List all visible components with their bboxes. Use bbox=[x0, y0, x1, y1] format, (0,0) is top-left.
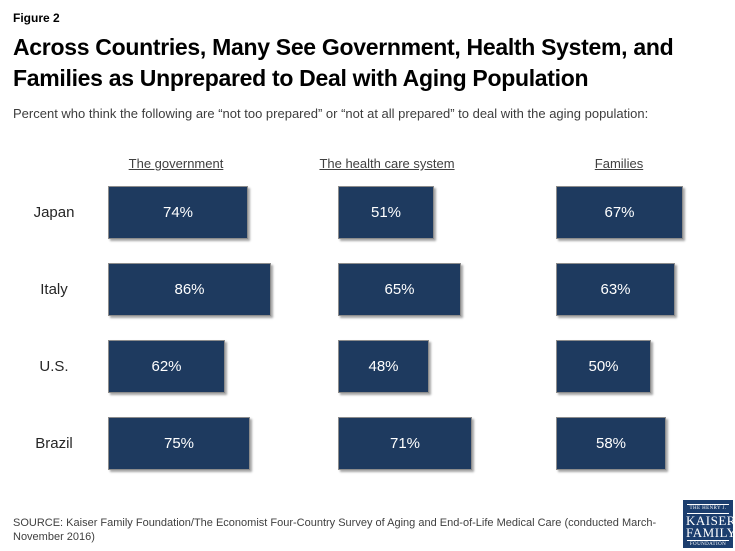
bar-value-label: 86% bbox=[174, 281, 205, 298]
bar-brazil-families: 58% bbox=[556, 417, 666, 470]
row-label-u-s: U.S. bbox=[39, 358, 69, 375]
source-note: SOURCE: Kaiser Family Foundation/The Eco… bbox=[13, 517, 657, 543]
bar-brazil-the-health-care-system: 71% bbox=[338, 417, 472, 470]
row-label-italy: Italy bbox=[40, 281, 68, 298]
bar-value-label: 74% bbox=[162, 204, 194, 221]
bar-japan-the-government: 74% bbox=[108, 186, 248, 239]
logo-line-3: FAMILY bbox=[686, 525, 735, 540]
page-title: Across Countries, Many See Government, H… bbox=[13, 32, 723, 94]
bar-value-label: 48% bbox=[368, 358, 399, 375]
bar-value-label: 58% bbox=[595, 435, 627, 452]
bar-value-label: 50% bbox=[588, 358, 619, 375]
logo-rule-top bbox=[687, 504, 729, 505]
bar-value-label: 71% bbox=[389, 435, 421, 452]
chart-subtitle: Percent who think the following are “not… bbox=[13, 106, 649, 121]
column-header-health-care-system: The health care system bbox=[319, 156, 455, 171]
title-line-1: Across Countries, Many See Government, H… bbox=[13, 34, 674, 60]
kff-logo: THE HENRY J. KAISER FAMILY FOUNDATION bbox=[683, 500, 735, 548]
bar-italy-the-health-care-system: 65% bbox=[338, 263, 461, 316]
column-header-families: Families bbox=[594, 156, 644, 171]
bar-japan-the-health-care-system: 51% bbox=[338, 186, 434, 239]
bar-u-s-the-health-care-system: 48% bbox=[338, 340, 429, 393]
bar-value-label: 51% bbox=[370, 204, 402, 221]
figure-label: Figure 2 bbox=[13, 11, 60, 25]
bar-japan-families: 67% bbox=[556, 186, 683, 239]
title-line-2: Families as Unprepared to Deal with Agin… bbox=[13, 65, 589, 91]
bar-italy-the-government: 86% bbox=[108, 263, 271, 316]
logo-line-4: FOUNDATION bbox=[689, 542, 727, 547]
logo-line-1: THE HENRY J. bbox=[689, 506, 727, 511]
bar-brazil-the-government: 75% bbox=[108, 417, 250, 470]
bar-u-s-families: 50% bbox=[556, 340, 651, 393]
bar-value-label: 62% bbox=[151, 358, 182, 375]
bar-value-label: 65% bbox=[384, 281, 415, 298]
bar-u-s-the-government: 62% bbox=[108, 340, 225, 393]
column-header-government: The government bbox=[128, 156, 224, 171]
bar-value-label: 67% bbox=[604, 204, 635, 221]
bar-value-label: 63% bbox=[600, 281, 631, 298]
logo-rule-mid2 bbox=[687, 540, 729, 541]
logo-line-2: KAISER bbox=[686, 513, 735, 528]
row-label-brazil: Brazil bbox=[35, 435, 73, 452]
logo-rule-mid1 bbox=[687, 513, 729, 514]
bar-value-label: 75% bbox=[163, 435, 195, 452]
bar-italy-families: 63% bbox=[556, 263, 675, 316]
row-label-japan: Japan bbox=[33, 204, 75, 221]
